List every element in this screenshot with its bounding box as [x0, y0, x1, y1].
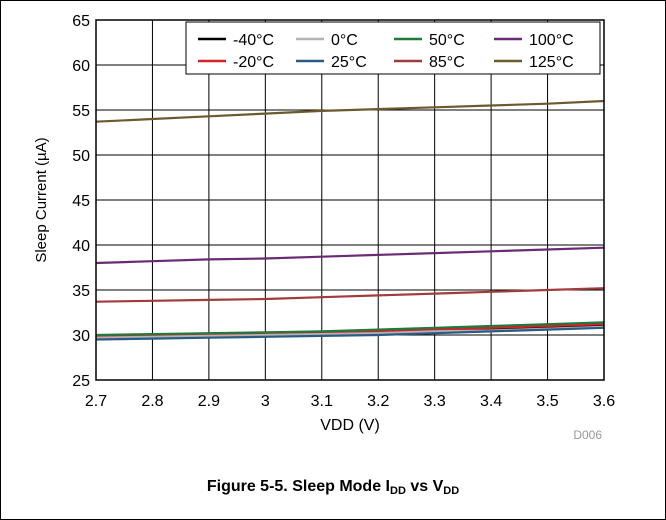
y-tick-label: 60 — [72, 58, 90, 75]
legend-label: -20°C — [233, 54, 274, 71]
y-tick-label: 50 — [72, 148, 90, 165]
caption-subscript: DD — [390, 485, 406, 497]
series-line-50°C — [95, 321, 605, 337]
y-tick-label: 65 — [72, 13, 90, 30]
x-tick-label: 3.6 — [593, 393, 615, 410]
caption-subscript-2: DD — [443, 485, 460, 497]
figure-id-watermark: D006 — [573, 428, 602, 442]
caption-text: Figure 5-5. Sleep Mode I — [206, 478, 390, 495]
x-tick-label: 2.9 — [198, 393, 220, 410]
x-tick-label: 3.5 — [536, 393, 558, 410]
legend-label: 0°C — [331, 32, 358, 49]
x-tick-label: 3.3 — [424, 393, 446, 410]
x-axis-label: VDD (V) — [320, 417, 380, 434]
legend-label: 25°C — [331, 54, 367, 71]
y-axis-label: Sleep Current (µA) — [33, 137, 50, 262]
x-tick-label: 3.1 — [311, 393, 333, 410]
series-line-100°C — [95, 246, 605, 265]
legend-label: 125°C — [529, 54, 574, 71]
x-tick-label: 2.7 — [85, 393, 107, 410]
y-tick-label: 30 — [72, 328, 90, 345]
legend-label: 85°C — [429, 54, 465, 71]
y-tick-label: 45 — [72, 193, 90, 210]
y-tick-label: 25 — [72, 373, 90, 390]
series-line-85°C — [95, 287, 605, 303]
y-tick-label: 40 — [72, 238, 90, 255]
figure-caption: Figure 5-5. Sleep Mode IDD vs VDD — [0, 478, 666, 497]
x-tick-label: 3 — [261, 393, 270, 410]
x-tick-label: 3.2 — [367, 393, 389, 410]
plot-area-border — [95, 19, 605, 381]
series-line-125°C — [95, 99, 605, 123]
y-tick-labels: 25 30 35 40 45 50 55 60 65 — [72, 13, 90, 390]
caption-text-middle: vs V — [405, 478, 444, 495]
legend-box — [185, 21, 601, 75]
legend: -40°C -20°C 0°C 25°C 50°C 85°C 100°C 125°C — [185, 21, 601, 75]
x-tick-label: 2.8 — [141, 393, 163, 410]
sleep-current-chart: 2.7 2.8 2.9 3 3.1 3.2 3.3 3.4 3.5 3.6 25 30 35 40 45 5… — [33, 13, 615, 442]
series-line-25°C — [95, 326, 605, 341]
x-tick-labels: 2.7 2.8 2.9 3 3.1 3.2 3.3 3.4 3.5 3.6 — [85, 393, 615, 410]
legend-label: -40°C — [233, 32, 274, 49]
legend-label: 50°C — [429, 32, 465, 49]
series-lines — [95, 99, 605, 341]
y-tick-label: 55 — [72, 103, 90, 120]
y-tick-label: 35 — [72, 283, 90, 300]
legend-label: 100°C — [529, 32, 574, 49]
x-tick-label: 3.4 — [480, 393, 502, 410]
